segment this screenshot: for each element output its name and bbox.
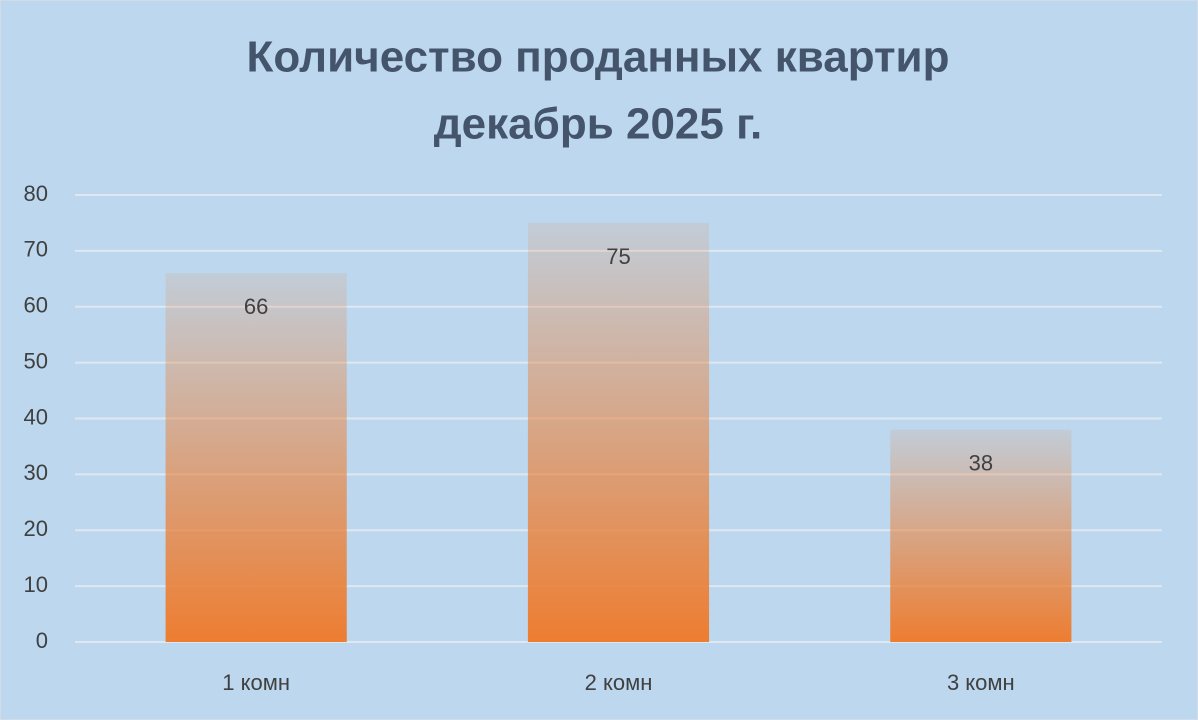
y-tick-label: 40: [24, 404, 48, 429]
y-tick-label: 0: [36, 628, 48, 653]
bar: [527, 222, 710, 642]
bar: [890, 429, 1072, 642]
y-tick-label: 80: [24, 181, 48, 206]
chart-title: декабрь 2025 г.: [434, 100, 762, 149]
bar: [165, 273, 347, 642]
y-tick-label: 70: [24, 237, 48, 262]
data-label: 66: [244, 294, 268, 319]
y-tick-label: 30: [24, 460, 48, 485]
y-tick-label: 10: [24, 572, 48, 597]
data-label: 38: [969, 450, 993, 475]
chart-title: Количество проданных квартир: [247, 33, 950, 82]
y-tick-label: 50: [24, 348, 48, 373]
data-label: 75: [606, 244, 630, 269]
x-tick-label: 2 комн: [585, 670, 653, 695]
y-tick-label: 60: [24, 293, 48, 318]
y-tick-label: 20: [24, 516, 48, 541]
x-tick-label: 3 комн: [947, 670, 1015, 695]
x-tick-label: 1 комн: [222, 670, 290, 695]
